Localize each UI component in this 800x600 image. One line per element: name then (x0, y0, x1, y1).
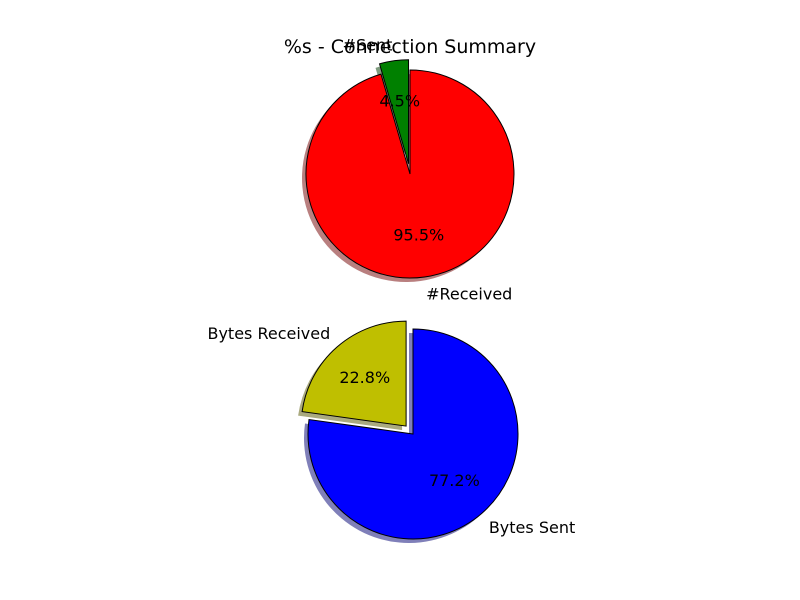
slice-bytes-received (301, 320, 407, 427)
slice-label-sent: #Sent (343, 35, 393, 54)
slice-label-received: #Received (426, 284, 512, 303)
slice-label-bytes-sent: Bytes Sent (489, 518, 575, 537)
slice-sent (378, 59, 410, 164)
slice-bytes-sent (307, 328, 519, 540)
pct-label-bytes-received: 22.8% (339, 368, 390, 387)
pct-label-bytes-sent: 77.2% (429, 471, 480, 490)
pct-label-received: 95.5% (393, 225, 444, 244)
bytes-pie: 22.8% Bytes Received 77.2% Bytes Sent (207, 320, 575, 543)
slice-received (305, 69, 515, 279)
slice-label-bytes-received: Bytes Received (207, 324, 330, 343)
chart-title: %s - Connection Summary (284, 36, 536, 58)
connections-pie: 4.5% #Sent 95.5% #Received (302, 35, 515, 303)
pct-label-sent: 4.5% (379, 91, 420, 110)
